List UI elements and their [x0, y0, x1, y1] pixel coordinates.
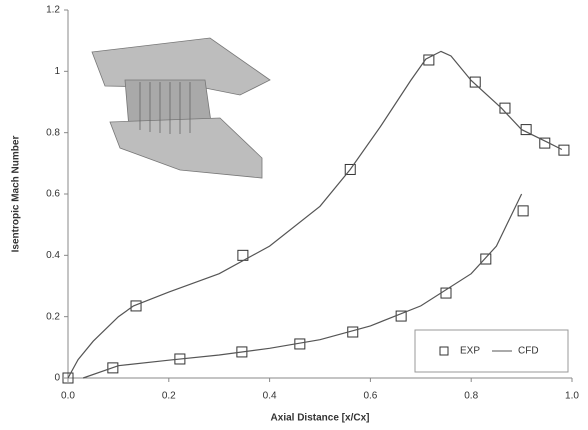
- turbine-illustration: [91, 37, 271, 179]
- exp-marker: [480, 253, 492, 265]
- exp-marker: [423, 54, 435, 66]
- y-tick-label: 0.4: [46, 250, 60, 261]
- exp-marker: [344, 163, 356, 175]
- exp-marker: [558, 144, 570, 156]
- exp-marker: [130, 300, 142, 312]
- legend-label: EXP: [460, 346, 480, 357]
- legend-label: CFD: [518, 346, 539, 357]
- exp-marker: [236, 346, 248, 358]
- x-axis-label: Axial Distance [x/Cx]: [271, 413, 370, 424]
- x-tick-label: 0.8: [464, 391, 478, 402]
- x-tick-label: 0.6: [363, 391, 377, 402]
- y-tick-label: 0.6: [46, 189, 60, 200]
- y-tick-label: 0: [54, 373, 60, 384]
- y-tick-label: 1.2: [46, 5, 60, 16]
- x-tick-label: 0.0: [61, 391, 75, 402]
- y-tick-label: 0.2: [46, 311, 60, 322]
- cfd-line: [67, 50, 563, 379]
- y-tick-label: 1: [54, 66, 60, 77]
- x-tick-label: 0.2: [162, 391, 176, 402]
- exp-marker: [469, 76, 481, 88]
- exp-marker: [107, 362, 119, 374]
- x-tick-label: 1.0: [565, 391, 579, 402]
- exp-marker: [499, 102, 511, 114]
- y-tick-label: 0.8: [46, 127, 60, 138]
- legend-marker: [439, 346, 449, 356]
- exp-marker: [517, 205, 529, 217]
- y-axis-label: Isentropic Mach Number: [11, 136, 22, 253]
- legend-box: [414, 329, 569, 373]
- x-tick-label: 0.4: [263, 391, 277, 402]
- exp-marker: [62, 372, 74, 384]
